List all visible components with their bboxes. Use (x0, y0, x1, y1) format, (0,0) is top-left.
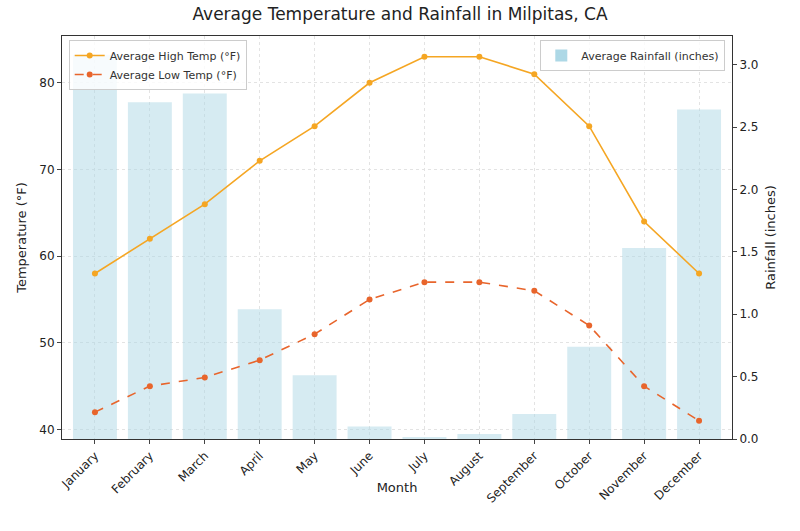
svg-text:November: November (596, 449, 650, 503)
svg-text:April: April (237, 449, 266, 478)
svg-text:August: August (446, 449, 486, 489)
svg-text:50: 50 (39, 336, 54, 350)
svg-text:2.5: 2.5 (739, 120, 758, 134)
svg-text:3.0: 3.0 (739, 58, 758, 72)
svg-text:Average Low Temp (°F): Average Low Temp (°F) (110, 69, 237, 82)
svg-text:December: December (652, 449, 706, 503)
svg-text:60: 60 (39, 249, 54, 263)
svg-text:Average Rainfall (inches): Average Rainfall (inches) (581, 50, 718, 63)
svg-text:Rainfall (inches): Rainfall (inches) (763, 185, 778, 290)
svg-text:2.0: 2.0 (739, 183, 758, 197)
svg-text:January: January (59, 449, 102, 492)
svg-text:June: June (347, 449, 376, 478)
svg-text:July: July (405, 449, 431, 475)
svg-text:Average Temperature and Rainfa: Average Temperature and Rainfall in Milp… (192, 4, 607, 24)
svg-text:0.0: 0.0 (739, 432, 758, 446)
svg-text:February: February (109, 449, 157, 497)
svg-text:1.0: 1.0 (739, 307, 758, 321)
svg-text:October: October (552, 449, 596, 493)
svg-text:September: September (484, 449, 541, 506)
svg-text:May: May (294, 449, 321, 476)
svg-text:Temperature (°F): Temperature (°F) (14, 182, 29, 294)
svg-text:Average High Temp (°F): Average High Temp (°F) (110, 50, 241, 63)
svg-text:0.5: 0.5 (739, 370, 758, 384)
svg-text:40: 40 (39, 423, 54, 437)
svg-text:70: 70 (39, 163, 54, 177)
svg-text:80: 80 (39, 76, 54, 90)
svg-text:1.5: 1.5 (739, 245, 758, 259)
svg-text:Month: Month (377, 480, 418, 495)
svg-text:March: March (175, 449, 211, 485)
